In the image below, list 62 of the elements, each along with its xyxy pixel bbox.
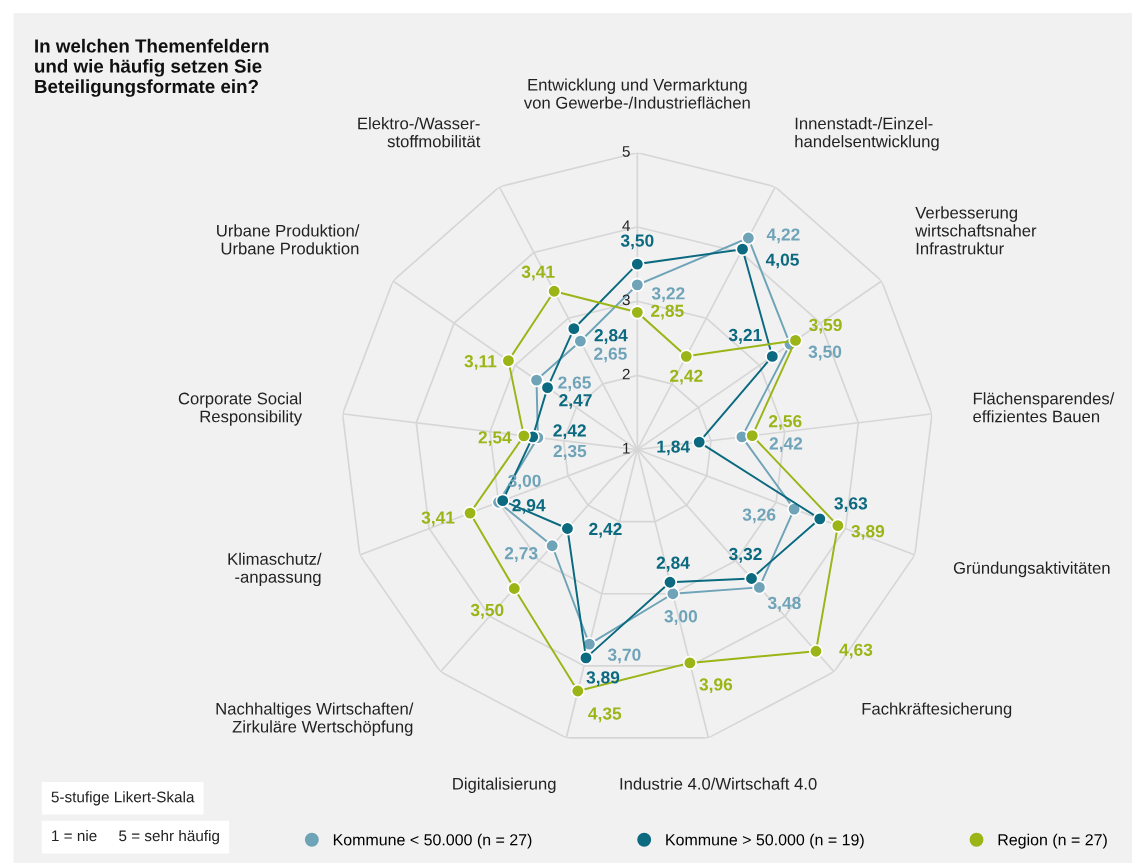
data-label: 3,50: [620, 234, 654, 250]
spoke-label: Innenstadt-/Einzel- handelsentwicklung: [795, 117, 939, 151]
legend-label: Region (n = 27): [998, 833, 1107, 849]
data-label: 3,89: [586, 671, 620, 687]
data-label: 1,84: [657, 440, 691, 456]
data-label: 4,05: [765, 253, 799, 269]
data-label: 3,50: [808, 345, 842, 361]
spoke-label: Gründungsaktivitäten: [953, 561, 1110, 578]
y-tick-label: 1: [623, 443, 630, 454]
data-label: 2,42: [553, 424, 586, 440]
chart-title: In welchen Themenfeldern und wie häufig setzen Sie Beteiligungsformate ein?: [35, 38, 269, 97]
y-tick-label: 2: [622, 368, 630, 380]
spoke-label: Nachhaltiges Wirtschaften/ Zirkuläre Wertschöpfung: [216, 702, 414, 736]
y-tick-label: 3: [622, 294, 630, 306]
spoke-label: Entwicklung und Vermarktung von Gewerbe-/Industrieflächen: [523, 78, 750, 109]
legend-label: Kommune > 50.000 (n = 19): [666, 833, 864, 849]
text: 1 = nie 5 = sehr häufig: [52, 829, 219, 845]
text: 5-stufige Likert-Skala: [51, 791, 195, 806]
spoke-label: Klimaschutz/ -anpassung: [228, 552, 322, 587]
data-label: 2,56: [768, 415, 802, 430]
data-label: 3,70: [607, 648, 641, 664]
data-label: 3,22: [651, 287, 685, 303]
data-label: 4,35: [588, 707, 622, 723]
data-label: 4,22: [766, 228, 800, 244]
data-label: 2,42: [589, 522, 622, 538]
data-label: 4,63: [839, 643, 873, 659]
data-label: 2,54: [478, 431, 512, 447]
data-label: 3,41: [421, 511, 455, 527]
data-label: 3,96: [699, 678, 733, 694]
data-label: 2,73: [504, 547, 538, 562]
spoke-label: Corporate Social Responsibility: [178, 392, 303, 426]
data-label: 2,65: [558, 376, 591, 392]
spoke-label: Fachkräftesicherung: [862, 702, 1012, 718]
spoke-label: Industrie 4.0/Wirtschaft 4.0: [620, 777, 817, 790]
y-tick-label: 5: [622, 146, 630, 157]
data-label: 2,42: [769, 437, 803, 453]
data-label: 2,85: [651, 304, 684, 320]
data-label: 3,63: [834, 497, 868, 513]
data-label: 2,65: [594, 347, 627, 363]
data-label: 3,59: [809, 318, 842, 334]
data-label: 2,42: [670, 369, 703, 385]
data-label: 3,00: [664, 610, 698, 625]
data-label: 3,89: [851, 525, 885, 540]
data-label: 3,48: [767, 596, 801, 612]
spoke-label: Verbesserung wirtschaftsnaher Infrastruktur: [915, 206, 1037, 255]
data-label: 3,32: [729, 547, 762, 563]
data-label: 2,94: [512, 499, 546, 514]
spoke-label: Urbane Produktion/ Urbane Produktion: [217, 224, 360, 255]
data-label: 2,35: [553, 444, 587, 460]
data-label: 2,84: [594, 329, 628, 344]
data-label: 2,47: [559, 394, 592, 409]
data-label: 3,21: [728, 328, 762, 344]
legend-label: Kommune < 50.000 (n = 27): [333, 833, 532, 849]
y-tick-label: 4: [622, 220, 631, 231]
spoke-label: Flächensparendes/ effizientes Bauen: [973, 392, 1115, 423]
data-label: 2,84: [656, 556, 690, 572]
data-label: 3,26: [742, 508, 776, 524]
data-label: 3,50: [470, 603, 504, 619]
spoke-label: Digitalisierung: [453, 777, 556, 794]
spoke-label: Elektro-/Wasser- stoffmobilität: [358, 117, 481, 148]
data-label: 3,41: [521, 265, 555, 281]
data-label: 3,11: [464, 355, 497, 370]
